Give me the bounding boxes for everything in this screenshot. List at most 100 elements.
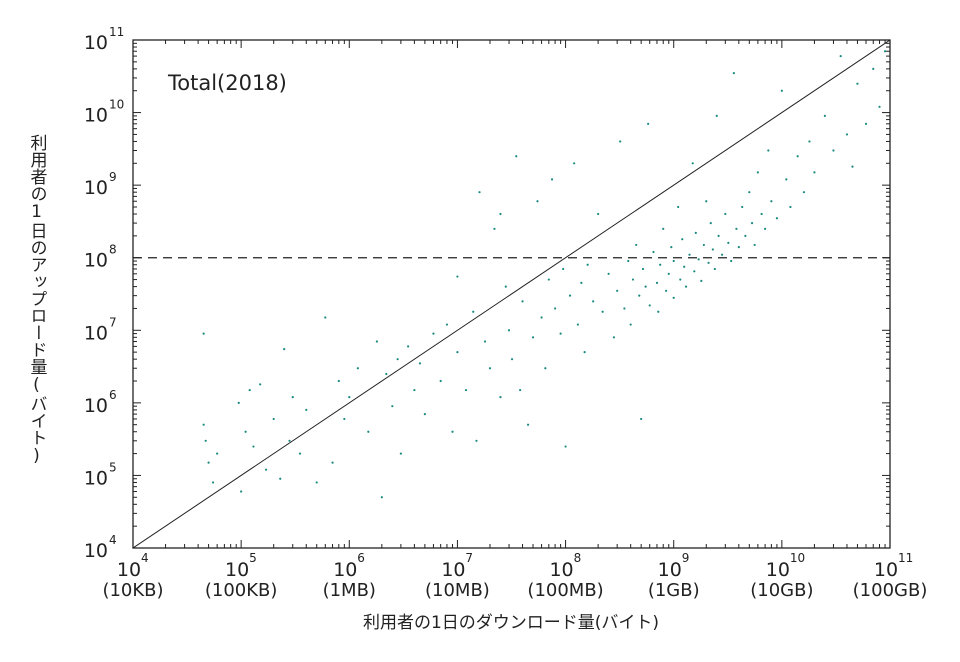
data-point <box>324 316 327 319</box>
data-point <box>730 259 733 263</box>
data-point <box>573 162 576 165</box>
data-point <box>504 285 507 288</box>
data-point <box>647 122 650 125</box>
data-point <box>648 304 651 307</box>
data-point <box>291 396 294 399</box>
x-tick-exponent: 10 <box>790 551 805 565</box>
data-point <box>288 439 291 442</box>
data-point <box>627 259 630 263</box>
data-point <box>655 281 659 284</box>
data-point <box>672 259 675 263</box>
data-point <box>691 162 694 165</box>
data-point <box>248 388 251 392</box>
data-point <box>713 267 716 271</box>
x-tick-exponent: 6 <box>357 551 365 565</box>
data-point <box>832 149 835 152</box>
x-tick-unit-label: (10KB) <box>102 580 163 601</box>
data-point <box>720 253 724 256</box>
data-point <box>657 310 660 313</box>
data-point <box>878 105 881 108</box>
x-tick-label: 10 <box>766 559 790 581</box>
reference-lines <box>133 40 890 548</box>
data-point <box>694 231 697 234</box>
data-point <box>641 267 645 271</box>
data-point <box>207 461 210 464</box>
data-point <box>697 258 700 261</box>
x-tick-label: 10 <box>117 559 141 581</box>
data-point <box>700 279 703 282</box>
data-point <box>423 412 426 416</box>
data-point <box>741 205 744 209</box>
tick-labels: 104(10KB)105(100KB)106(1MB)107(10MB)108(… <box>84 25 928 601</box>
data-point <box>672 296 675 299</box>
data-point <box>456 351 459 354</box>
data-point <box>531 336 535 339</box>
data-point <box>667 272 670 275</box>
data-point <box>640 417 643 421</box>
data-point <box>259 383 262 386</box>
x-tick-unit-label: (10MB) <box>425 580 490 601</box>
data-point <box>576 323 579 326</box>
data-point <box>519 388 522 392</box>
data-point <box>211 481 215 484</box>
data-point <box>283 348 286 351</box>
data-point <box>683 265 686 268</box>
x-tick-label: 10 <box>874 559 898 581</box>
x-tick-exponent: 9 <box>682 551 690 565</box>
data-point <box>702 243 705 247</box>
y-tick-label: 10 <box>84 540 108 562</box>
data-point <box>709 221 712 225</box>
y-tick-exponent: 5 <box>109 460 117 474</box>
data-point <box>677 205 680 209</box>
data-point <box>399 452 402 455</box>
data-point <box>568 294 572 297</box>
data-point <box>279 477 282 480</box>
data-point <box>586 263 589 266</box>
y-tick-label: 10 <box>84 322 108 344</box>
diagonal-reference-line <box>133 40 890 548</box>
data-point <box>813 171 816 174</box>
data-point <box>688 253 691 256</box>
data-point <box>744 234 747 237</box>
data-point <box>808 140 811 143</box>
y-tick-label: 10 <box>84 467 108 489</box>
data-point <box>472 310 475 313</box>
data-point <box>629 323 632 326</box>
data-point <box>785 178 788 181</box>
data-point <box>872 67 875 70</box>
data-point <box>547 278 550 281</box>
data-point <box>413 388 416 392</box>
data-point <box>851 165 854 168</box>
data-point <box>550 178 554 181</box>
data-point <box>607 272 610 275</box>
data-point <box>375 340 378 343</box>
data-point <box>580 281 583 284</box>
data-point <box>764 227 767 230</box>
data-point <box>237 401 240 404</box>
data-point <box>652 250 655 254</box>
y-tick-exponent: 10 <box>109 98 124 112</box>
y-axis-label: 利用者の1日のアップロード量(バイト) <box>26 134 47 466</box>
data-point <box>499 212 502 216</box>
x-tick-exponent: 8 <box>574 551 582 565</box>
data-point <box>499 396 502 399</box>
x-tick-exponent: 4 <box>141 551 149 565</box>
plot-frame <box>132 39 891 549</box>
data-point <box>202 332 205 335</box>
data-point <box>562 267 565 271</box>
data-point <box>343 417 346 421</box>
data-point <box>767 149 770 152</box>
y-tick-label: 10 <box>84 32 108 54</box>
data-point <box>717 234 720 237</box>
data-point <box>715 114 718 117</box>
data-point <box>597 212 600 216</box>
data-point <box>789 205 792 209</box>
y-tick-exponent: 9 <box>109 170 117 184</box>
x-axis-label: 利用者の1日のダウンロード量(バイト) <box>363 613 659 633</box>
y-tick-exponent: 8 <box>109 243 117 257</box>
data-point <box>536 200 539 203</box>
data-point <box>356 367 359 370</box>
data-point <box>240 490 243 493</box>
y-tick-label: 10 <box>84 395 108 417</box>
data-point <box>507 329 511 332</box>
